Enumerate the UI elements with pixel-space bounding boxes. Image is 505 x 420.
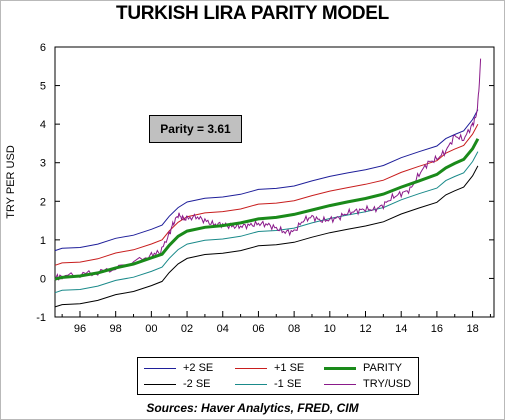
y-tick-label: 3	[40, 158, 46, 170]
plot-border	[54, 46, 495, 318]
y-tick-label: 5	[40, 81, 46, 93]
legend-item: +1 SE	[235, 360, 304, 376]
series--2-se-line	[54, 165, 479, 308]
x-tick-label: 96	[74, 323, 86, 335]
legend-item: -1 SE	[235, 376, 302, 392]
y-tick-label: -1	[36, 312, 46, 324]
x-tick-label: 12	[359, 323, 371, 335]
legend-label: -2 SE	[183, 378, 211, 390]
legend-label: PARITY	[363, 362, 402, 374]
x-tick-label: 06	[252, 323, 264, 335]
x-tick-label: 04	[217, 323, 229, 335]
y-axis-label: TRY PER USD	[5, 145, 17, 219]
chart-title: TURKISH LIRA PARITY MODEL	[116, 3, 389, 24]
x-tick-label: 00	[145, 323, 157, 335]
chart-sources: Sources: Haver Analytics, FRED, CIM	[146, 401, 359, 415]
legend-swatch	[235, 367, 267, 369]
legend-label: TRY/USD	[363, 378, 412, 390]
chart-legend: +2 SE +1 SE PARITY -2 SE -1 SE TRY/USD	[137, 357, 419, 395]
x-tick-label: 16	[431, 323, 443, 335]
legend-label: -1 SE	[274, 378, 302, 390]
legend-label: +1 SE	[274, 362, 305, 374]
series--2-se-line	[54, 109, 479, 252]
x-tick-label: 08	[288, 323, 300, 335]
y-tick-label: 4	[40, 119, 46, 131]
x-tick-label: 10	[324, 323, 336, 335]
y-tick-label: 6	[40, 42, 46, 54]
legend-swatch	[324, 383, 356, 385]
legend-item: -2 SE	[144, 376, 211, 392]
legend-item: TRY/USD	[324, 376, 411, 392]
x-tick-label: 98	[110, 323, 122, 335]
legend-swatch	[235, 383, 267, 385]
legend-item: PARITY	[324, 360, 402, 376]
y-tick-label: 1	[40, 235, 46, 247]
x-tick-label: 18	[466, 323, 478, 335]
x-tick-label: 14	[395, 323, 407, 335]
y-tick-label: 2	[40, 196, 46, 208]
series--1-se-line	[54, 151, 479, 294]
parity-annotation: Parity = 3.61	[149, 115, 242, 143]
y-tick-label: 0	[40, 273, 46, 285]
legend-swatch	[324, 366, 356, 370]
legend-swatch	[144, 367, 176, 369]
series-try-usd-line	[54, 58, 482, 281]
series--1-se-line	[54, 123, 479, 266]
legend-label: +2 SE	[183, 362, 214, 374]
series-parity-line	[54, 138, 480, 281]
legend-item: +2 SE	[144, 360, 213, 376]
x-tick-label: 02	[181, 323, 193, 335]
legend-swatch	[144, 383, 176, 385]
